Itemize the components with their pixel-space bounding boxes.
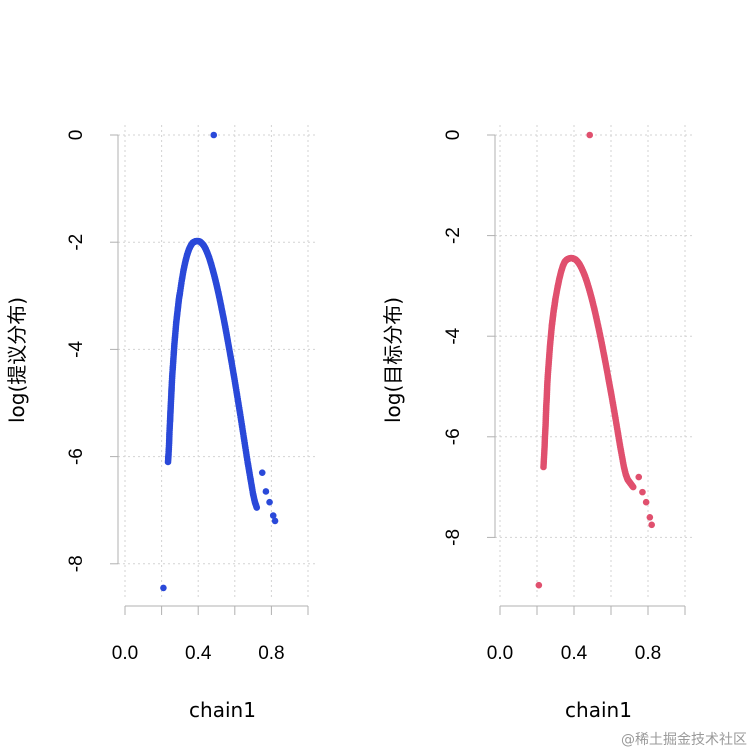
chart-proposal-log-density: 0 -2 -4 -6 -8 0.0 0.4 0.8 chain1 log(提议分布) (5, 125, 316, 722)
y-tick-label: -6 (443, 428, 464, 445)
data-point (269, 512, 277, 519)
data-point (253, 503, 260, 510)
data-point (266, 498, 273, 506)
y-tick-label: 0 (66, 130, 87, 141)
data-point (586, 131, 594, 139)
chart-target-log-density: 0 -2 -4 -6 -8 0.0 0.4 0.8 chain1 log(目标分布) (381, 125, 692, 722)
watermark: @稀土掘金技术社区 (621, 732, 747, 748)
x-tick-label: 0.8 (258, 643, 284, 664)
y-tick-label: -2 (66, 234, 87, 251)
data-point (535, 581, 543, 589)
y-tick-label: -8 (443, 529, 464, 546)
x-tick-label: 0.0 (112, 643, 138, 664)
data-point (648, 521, 655, 529)
data-point (646, 513, 654, 521)
x-tick-label: 0.8 (635, 643, 661, 664)
data-point (160, 584, 167, 592)
data-point (210, 131, 218, 139)
data-point (258, 469, 266, 476)
data-point (642, 498, 650, 506)
y-tick-label: -8 (66, 555, 87, 572)
y-tick-label: -4 (66, 341, 87, 358)
x-tick-label: 0.0 (487, 643, 513, 664)
data-point (271, 517, 279, 525)
y-tick-label: -6 (66, 448, 87, 465)
data-point (629, 483, 637, 490)
y-tick-label: 0 (443, 130, 464, 141)
x-axis-title: chain1 (565, 698, 632, 722)
x-tick-label: 0.4 (185, 643, 212, 664)
x-axis-title: chain1 (189, 698, 256, 722)
data-point (262, 488, 270, 495)
data-point (639, 488, 646, 496)
y-axis-title: log(提议分布) (5, 297, 29, 423)
data-point (635, 473, 643, 481)
x-tick-label: 0.4 (561, 643, 588, 664)
y-axis-title: log(目标分布) (381, 297, 405, 423)
y-tick-label: -4 (443, 327, 464, 344)
y-tick-label: -2 (443, 227, 464, 244)
